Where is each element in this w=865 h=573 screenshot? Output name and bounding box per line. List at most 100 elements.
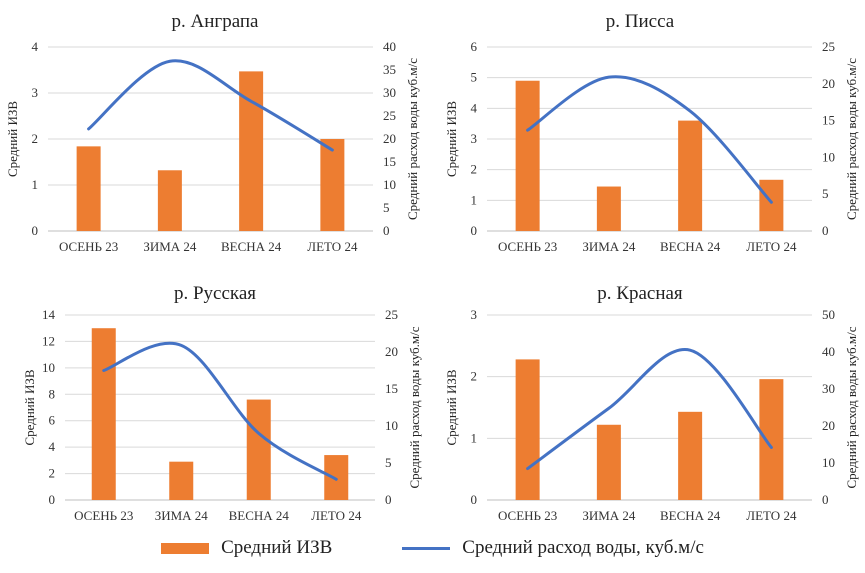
chart-2-flow-line	[526, 75, 773, 204]
chart-4-y2-tick-label: 0	[822, 492, 829, 507]
chart-1-bar	[157, 170, 182, 231]
chart-4-y2-tick-label: 10	[822, 455, 835, 470]
chart-3-y2-tick-label: 25	[385, 307, 398, 322]
chart-3-y-tick-label: 10	[42, 360, 55, 375]
chart-3-x-tick-label: ОСЕНЬ 23	[74, 508, 133, 523]
chart-4-y2-tick-label: 30	[822, 381, 835, 396]
legend-label-bar: Средний ИЗВ	[221, 537, 333, 558]
chart-4-bar	[515, 359, 540, 500]
chart-4-bar	[759, 379, 784, 500]
chart-2-x-tick-label: ВЕСНА 24	[660, 239, 721, 254]
chart-1-x-tick-label: ЛЕТО 24	[307, 239, 358, 254]
chart-2-y2-tick-label: 0	[822, 223, 829, 238]
chart-1-y-tick-label: 0	[32, 223, 39, 238]
chart-4-y2-tick-label: 40	[822, 344, 835, 359]
legend: Средний ИЗВ Средний расход воды, куб.м/с	[0, 528, 865, 568]
chart-4-y-tick-label: 1	[471, 430, 478, 445]
chart-1-y2-tick-label: 15	[383, 154, 396, 169]
chart-3-y-tick-label: 6	[49, 413, 56, 428]
legend-label-line: Средний расход воды, куб.м/с	[462, 537, 704, 558]
legend-swatch-line	[402, 546, 451, 550]
chart-4-bar	[678, 411, 703, 500]
chart-4-flow-line	[526, 348, 773, 471]
chart-2-y-tick-label: 4	[471, 100, 478, 115]
chart-4-y2-tick-label: 20	[822, 418, 835, 433]
chart-4-bar	[596, 424, 621, 500]
chart-3-y2-tick-label: 10	[385, 418, 398, 433]
chart-3-y2-tick-label: 0	[385, 492, 392, 507]
chart-2-bar	[759, 179, 784, 231]
chart-3-bar	[324, 455, 349, 500]
chart-2-x-tick-label: ОСЕНЬ 23	[498, 239, 557, 254]
chart-1-y2-tick-label: 0	[383, 223, 390, 238]
chart-4-x-tick-label: ЗИМА 24	[582, 508, 636, 523]
legend-swatch-bar	[161, 542, 210, 554]
chart-2-bar	[596, 186, 621, 231]
chart-2-y2-tick-label: 20	[822, 76, 835, 91]
chart-4-title: р. Красная	[597, 283, 683, 304]
chart-1-x-tick-label: ЗИМА 24	[143, 239, 197, 254]
chart-3-bar	[246, 399, 271, 500]
chart-1-y2-tick-label: 20	[383, 131, 396, 146]
chart-2-y2-tick-label: 25	[822, 39, 835, 54]
chart-3-bar	[169, 461, 194, 500]
chart-3-bar	[91, 328, 116, 500]
chart-1-x-tick-label: ВЕСНА 24	[221, 239, 282, 254]
chart-4-y2-tick-label: 50	[822, 307, 835, 322]
chart-1-title: р. Анграпа	[172, 11, 260, 32]
chart-3-y2-tick-label: 15	[385, 381, 398, 396]
chart-3-y2-tick-label: 20	[385, 344, 398, 359]
chart-1-y-axis-label: Средний ИЗВ	[5, 101, 20, 177]
chart-2-y-axis-label: Средний ИЗВ	[444, 101, 459, 177]
chart-1-y2-tick-label: 25	[383, 108, 396, 123]
chart-1-y-tick-label: 2	[32, 131, 39, 146]
chart-1-y-tick-label: 4	[32, 39, 39, 54]
chart-1-y2-axis-label: Средний расход воды куб.м/с	[405, 58, 420, 220]
chart-3-y-axis-label: Средний ИЗВ	[22, 369, 37, 445]
chart-1-y-tick-label: 3	[32, 85, 39, 100]
legend-item-line: Средний расход воды, куб.м/с	[402, 537, 704, 559]
chart-3-flow-line	[102, 341, 338, 481]
chart-3-x-tick-label: ЗИМА 24	[155, 508, 209, 523]
chart-4-x-tick-label: ВЕСНА 24	[660, 508, 721, 523]
chart-2-x-tick-label: ЛЕТО 24	[746, 239, 797, 254]
chart-1-y2-tick-label: 35	[383, 62, 396, 77]
chart-3-y-tick-label: 0	[49, 492, 56, 507]
chart-2-bar	[515, 80, 540, 231]
chart-3-y-tick-label: 2	[49, 466, 56, 481]
chart-3-x-tick-label: ВЕСНА 24	[229, 508, 290, 523]
chart-2-y-tick-label: 6	[471, 39, 478, 54]
chart-3-y2-tick-label: 5	[385, 455, 392, 470]
chart-2-y-tick-label: 2	[471, 162, 478, 177]
chart-1-x-tick-label: ОСЕНЬ 23	[59, 239, 118, 254]
chart-3-y2-axis-label: Средний расход воды куб.м/с	[407, 326, 422, 488]
chart-2-y-tick-label: 3	[471, 131, 478, 146]
chart-1-y2-tick-label: 10	[383, 177, 396, 192]
chart-2-y-tick-label: 5	[471, 70, 478, 85]
chart-3-y-tick-label: 12	[42, 333, 55, 348]
chart-3-y-tick-label: 4	[49, 439, 56, 454]
chart-4-x-tick-label: ЛЕТО 24	[746, 508, 797, 523]
chart-1-y2-tick-label: 40	[383, 39, 396, 54]
chart-1-y2-tick-label: 30	[383, 85, 396, 100]
chart-2-bar	[678, 120, 703, 231]
chart-4-y2-axis-label: Средний расход воды куб.м/с	[844, 326, 859, 488]
chart-2-y-tick-label: 0	[471, 223, 478, 238]
chart-1-y2-tick-label: 5	[383, 200, 390, 215]
chart-3-title: р. Русская	[174, 283, 256, 304]
chart-4-y-tick-label: 3	[471, 307, 478, 322]
chart-2-y2-axis-label: Средний расход воды куб.м/с	[844, 58, 859, 220]
chart-2-y-tick-label: 1	[471, 192, 478, 207]
legend-item-bar: Средний ИЗВ	[161, 537, 332, 559]
chart-1-bar	[76, 146, 101, 231]
chart-4-y-tick-label: 2	[471, 369, 478, 384]
chart-3-x-tick-label: ЛЕТО 24	[311, 508, 362, 523]
chart-2-title: р. Писса	[606, 11, 675, 32]
chart-4-y-axis-label: Средний ИЗВ	[444, 369, 459, 445]
chart-2-y2-tick-label: 5	[822, 186, 829, 201]
chart-2-y2-tick-label: 10	[822, 149, 835, 164]
chart-1-flow-line	[87, 59, 334, 152]
chart-1-bar	[320, 139, 345, 231]
chart-1-y-tick-label: 1	[32, 177, 39, 192]
